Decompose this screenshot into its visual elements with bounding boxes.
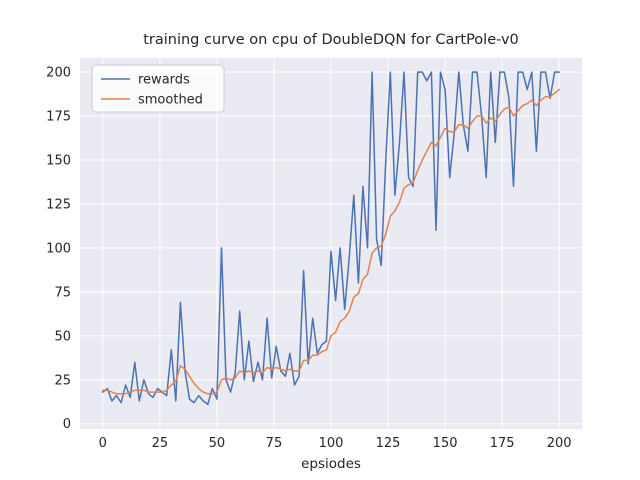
y-tick-label: 0 — [63, 417, 71, 432]
y-tick-label: 75 — [54, 285, 71, 300]
x-tick-label: 25 — [152, 436, 169, 451]
x-tick-label: 50 — [209, 436, 226, 451]
x-tick-label: 175 — [490, 436, 515, 451]
x-tick-label: 150 — [433, 436, 458, 451]
x-tick-label: 0 — [99, 436, 107, 451]
x-tick-label: 100 — [319, 436, 344, 451]
y-tick-label: 25 — [54, 373, 71, 388]
y-tick-label: 150 — [46, 153, 71, 168]
y-tick-label: 50 — [54, 329, 71, 344]
y-tick-label: 125 — [46, 197, 71, 212]
y-tick-label: 100 — [46, 241, 71, 256]
chart-title: training curve on cpu of DoubleDQN for C… — [143, 32, 519, 48]
legend-label-smoothed: smoothed — [138, 93, 203, 108]
y-tick-label: 175 — [46, 110, 71, 125]
x-axis-label: epsiodes — [301, 456, 361, 472]
series-line-smoothed — [102, 88, 560, 395]
x-tick-label: 125 — [376, 436, 401, 451]
x-tick-label: 200 — [547, 436, 572, 451]
x-tick-label: 75 — [266, 436, 283, 451]
legend: rewards smoothed — [91, 64, 225, 113]
legend-label-rewards: rewards — [138, 73, 190, 88]
y-tick-label: 200 — [46, 66, 71, 81]
legend-box — [91, 64, 225, 113]
series-line-rewards — [102, 71, 560, 406]
